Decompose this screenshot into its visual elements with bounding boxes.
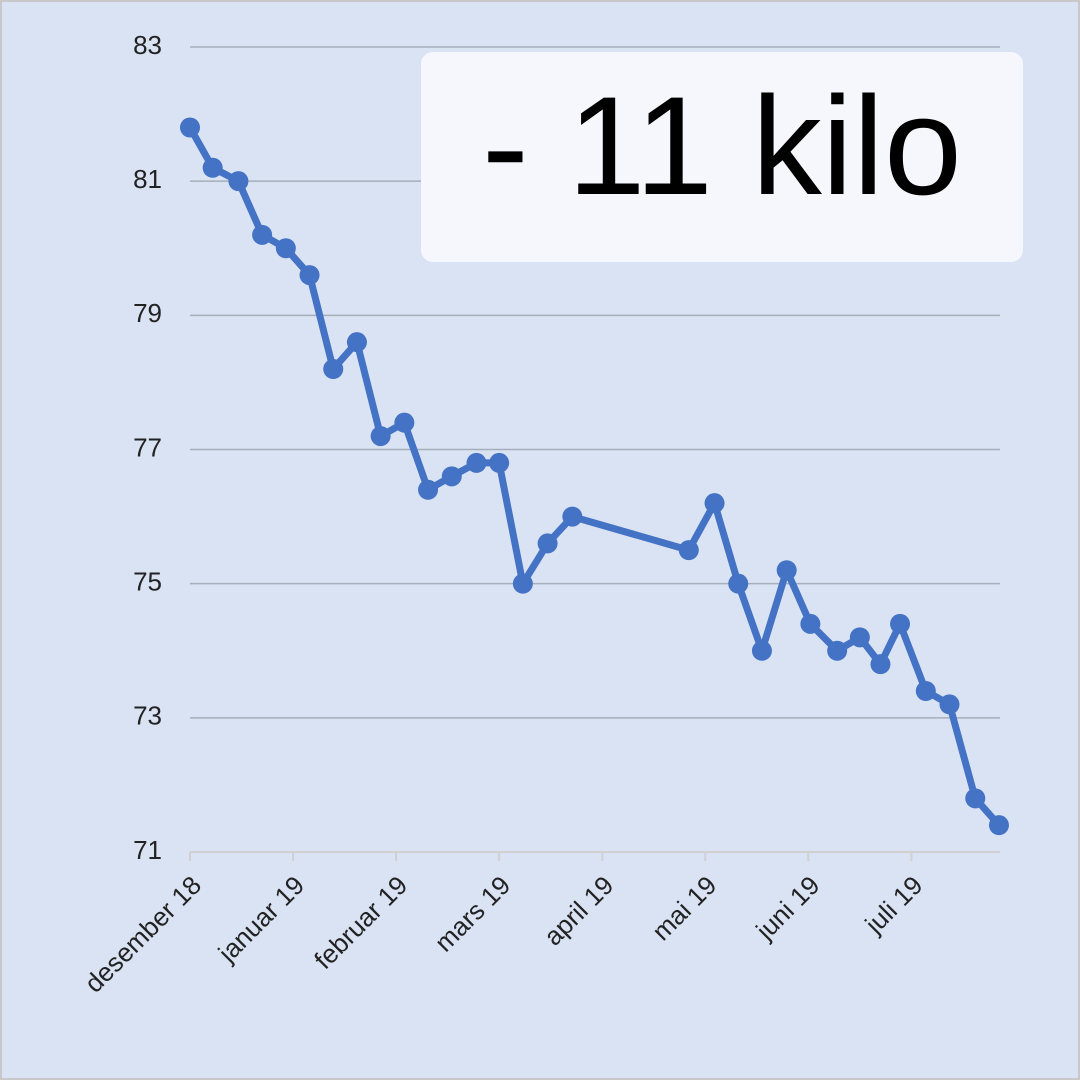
point — [323, 359, 344, 379]
point — [418, 479, 439, 500]
point — [512, 573, 533, 594]
point — [890, 613, 911, 634]
point — [299, 265, 320, 286]
point — [939, 694, 960, 715]
y-tick-label: 71 — [133, 835, 162, 865]
point — [562, 506, 583, 527]
point — [441, 466, 462, 487]
point — [180, 117, 200, 138]
point — [800, 613, 821, 634]
annotation: - 11 kilo — [482, 67, 962, 224]
point — [965, 788, 986, 809]
point — [537, 533, 558, 554]
point — [346, 332, 367, 353]
point — [751, 640, 772, 661]
point — [988, 815, 1009, 836]
point — [870, 654, 891, 675]
y-tick-label: 81 — [133, 164, 162, 194]
point — [489, 452, 510, 473]
point — [228, 171, 249, 192]
point — [728, 573, 749, 594]
point — [370, 426, 391, 447]
y-tick-label: 79 — [133, 298, 162, 328]
point — [776, 560, 797, 581]
point — [827, 640, 848, 661]
point — [704, 493, 725, 514]
y-tick-label: 83 — [133, 30, 162, 60]
point — [252, 224, 273, 245]
point — [394, 412, 415, 433]
y-tick-label: 77 — [133, 432, 162, 462]
annotation-box — [421, 52, 1023, 262]
point — [202, 157, 223, 178]
point — [275, 238, 296, 259]
point — [678, 540, 699, 561]
point — [915, 681, 936, 701]
y-tick-label: 75 — [133, 567, 162, 597]
point — [849, 627, 870, 648]
y-tick-label: 73 — [133, 701, 162, 731]
point — [466, 452, 487, 473]
